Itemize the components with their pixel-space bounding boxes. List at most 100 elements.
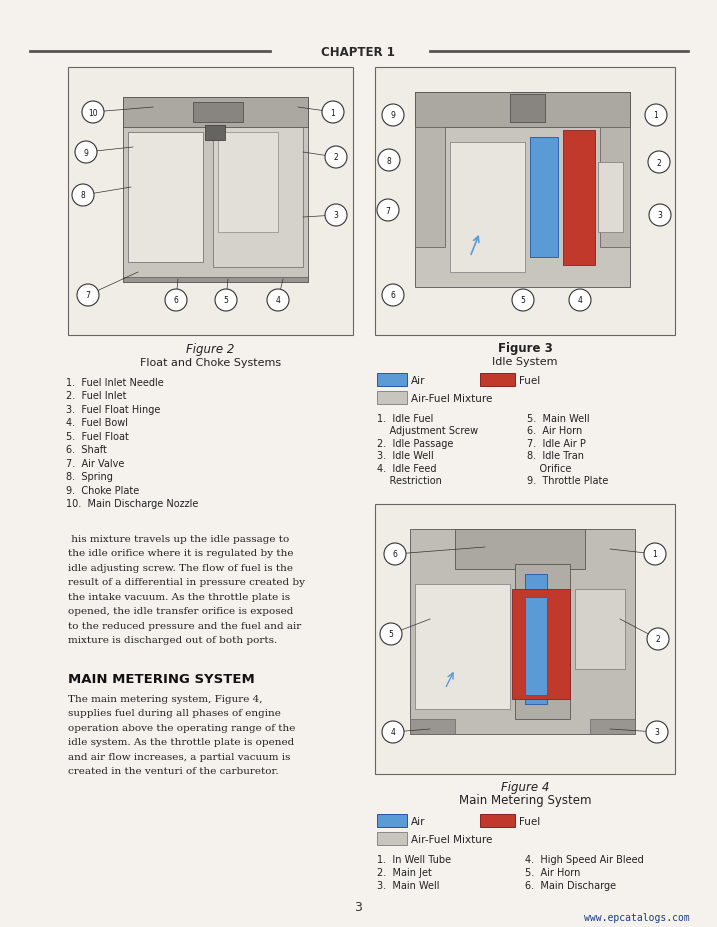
Text: 7.  Air Valve: 7. Air Valve (66, 459, 124, 468)
Text: the intake vacuum. As the throttle plate is: the intake vacuum. As the throttle plate… (68, 592, 290, 602)
Circle shape (82, 102, 104, 124)
Circle shape (512, 289, 534, 311)
Text: opened, the idle transfer orifice is exposed: opened, the idle transfer orifice is exp… (68, 607, 293, 616)
Circle shape (382, 105, 404, 127)
Text: 1: 1 (331, 108, 336, 118)
Bar (377, 374, 407, 387)
Text: 5.  Main Well: 5. Main Well (527, 413, 589, 424)
Bar (590, 719, 635, 734)
Text: 3: 3 (655, 728, 660, 737)
Text: 3: 3 (657, 211, 663, 221)
Bar (123, 278, 308, 283)
Text: mixture is discharged out of both ports.: mixture is discharged out of both ports. (68, 636, 277, 645)
Bar (480, 814, 515, 827)
Text: Adjustment Screw: Adjustment Screw (377, 426, 478, 436)
Text: 7.  Idle Air P: 7. Idle Air P (527, 438, 586, 449)
Text: Float and Choke Systems: Float and Choke Systems (140, 358, 281, 368)
Bar (123, 98, 308, 283)
Text: 9.  Choke Plate: 9. Choke Plate (66, 486, 139, 495)
Text: 7: 7 (85, 291, 90, 300)
Bar (123, 98, 308, 128)
Text: 1: 1 (652, 550, 657, 559)
Bar (377, 391, 407, 404)
Text: Idle System: Idle System (493, 357, 558, 366)
Circle shape (569, 289, 591, 311)
Bar (213, 118, 303, 268)
Circle shape (384, 543, 406, 565)
Text: operation above the operating range of the: operation above the operating range of t… (68, 723, 295, 732)
Text: 5.  Fuel Float: 5. Fuel Float (66, 432, 129, 441)
Text: 6: 6 (391, 291, 396, 300)
Text: and air flow increases, a partial vacuum is: and air flow increases, a partial vacuum… (68, 752, 290, 761)
Text: 6: 6 (393, 550, 397, 559)
Bar (375, 504, 675, 774)
Circle shape (322, 102, 344, 124)
Text: 4: 4 (578, 297, 582, 305)
Text: 3.  Main Well: 3. Main Well (377, 880, 440, 890)
Bar (128, 133, 203, 262)
Text: 6.  Shaft: 6. Shaft (66, 445, 107, 455)
Text: 1.  Idle Fuel: 1. Idle Fuel (377, 413, 433, 424)
Bar (410, 719, 455, 734)
Text: 9: 9 (84, 148, 88, 158)
Text: 2: 2 (657, 159, 661, 167)
Circle shape (380, 623, 402, 645)
Text: 7: 7 (386, 207, 391, 215)
Text: 6.  Air Horn: 6. Air Horn (527, 426, 582, 436)
Text: 2: 2 (655, 635, 660, 644)
Text: Fuel: Fuel (519, 375, 540, 386)
Text: supplies fuel during all phases of engine: supplies fuel during all phases of engin… (68, 709, 281, 717)
Text: 4: 4 (391, 728, 396, 737)
Circle shape (649, 205, 671, 227)
Text: MAIN METERING SYSTEM: MAIN METERING SYSTEM (68, 672, 255, 685)
Text: Orifice: Orifice (527, 464, 571, 474)
Text: 10: 10 (88, 108, 98, 118)
Circle shape (645, 105, 667, 127)
Text: 2.  Idle Passage: 2. Idle Passage (377, 438, 453, 449)
Text: Air-Fuel Mixture: Air-Fuel Mixture (411, 394, 493, 403)
Circle shape (215, 289, 237, 311)
Text: 1: 1 (654, 111, 658, 121)
Text: 2.  Fuel Inlet: 2. Fuel Inlet (66, 391, 126, 401)
Text: created in the venturi of the carburetor.: created in the venturi of the carburetor… (68, 767, 279, 776)
Bar (512, 590, 570, 699)
Text: Air: Air (411, 816, 425, 826)
Text: 6.  Main Discharge: 6. Main Discharge (525, 880, 616, 890)
Bar (68, 68, 353, 336)
Bar (450, 143, 525, 273)
Text: 5: 5 (389, 629, 394, 639)
Text: 1.  In Well Tube: 1. In Well Tube (377, 854, 451, 864)
Text: Figure 3: Figure 3 (498, 342, 552, 355)
Circle shape (377, 200, 399, 222)
Text: The main metering system, Figure 4,: The main metering system, Figure 4, (68, 694, 262, 704)
Bar (375, 68, 675, 336)
Text: 8.  Spring: 8. Spring (66, 472, 113, 482)
Bar (218, 133, 278, 233)
Text: 5: 5 (224, 297, 229, 305)
Text: 3.  Fuel Float Hinge: 3. Fuel Float Hinge (66, 404, 161, 414)
Bar (205, 126, 225, 141)
Text: Air: Air (411, 375, 425, 386)
Text: 1.  Fuel Inlet Needle: 1. Fuel Inlet Needle (66, 377, 163, 387)
Text: CHAPTER 1: CHAPTER 1 (321, 45, 395, 58)
Text: 8.  Idle Tran: 8. Idle Tran (527, 451, 584, 461)
Text: 4.  High Speed Air Bleed: 4. High Speed Air Bleed (525, 854, 644, 864)
Text: to the reduced pressure and the fuel and air: to the reduced pressure and the fuel and… (68, 621, 301, 630)
Bar (510, 95, 545, 123)
Text: his mixture travels up the idle passage to: his mixture travels up the idle passage … (68, 535, 289, 543)
Text: the idle orifice where it is regulated by the: the idle orifice where it is regulated b… (68, 549, 293, 558)
Circle shape (644, 543, 666, 565)
Circle shape (646, 721, 668, 743)
Text: 2: 2 (333, 153, 338, 162)
Text: 8: 8 (80, 191, 85, 200)
Bar (455, 529, 585, 569)
Text: 5: 5 (521, 297, 526, 305)
Text: Figure 2: Figure 2 (186, 343, 234, 356)
Text: 4.  Idle Feed: 4. Idle Feed (377, 464, 437, 474)
Bar (415, 93, 630, 128)
Text: 2.  Main Jet: 2. Main Jet (377, 867, 432, 877)
Text: Main Metering System: Main Metering System (459, 794, 592, 806)
Circle shape (648, 152, 670, 174)
Bar (415, 93, 630, 287)
Text: 4: 4 (275, 297, 280, 305)
